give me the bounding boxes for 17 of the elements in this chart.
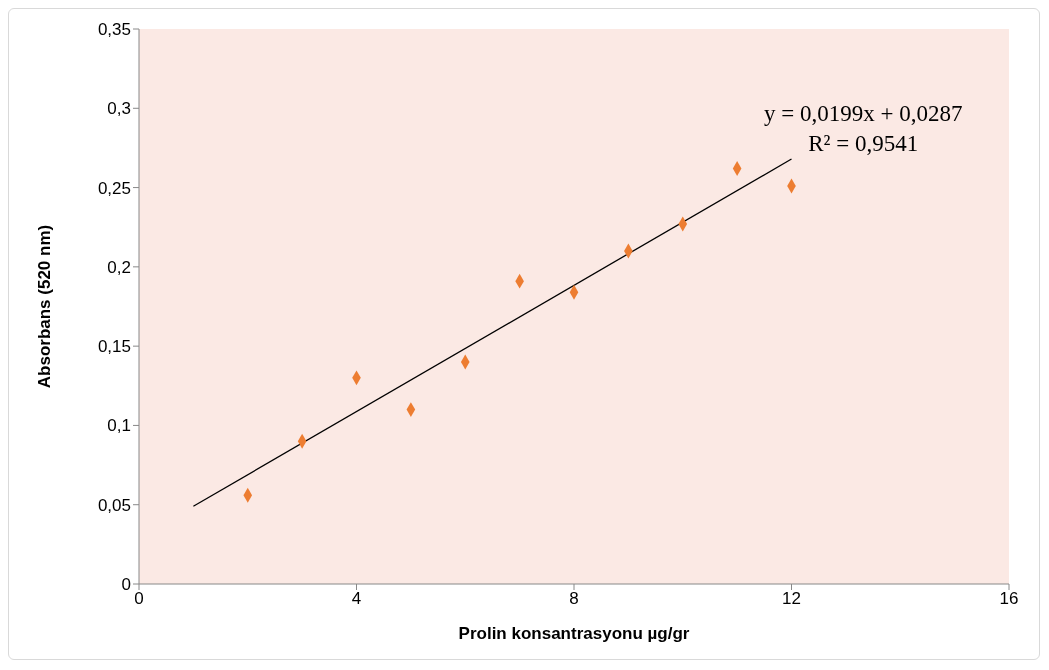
- x-tick-label: 8: [569, 589, 579, 609]
- x-tick-label: 4: [351, 589, 362, 609]
- annotation: y = 0,0199x + 0,0287: [764, 100, 963, 128]
- x-tick-label: 0: [134, 589, 144, 609]
- annotation: R² = 0,9541: [807, 130, 920, 158]
- y-tick-label: 0,25: [97, 178, 131, 198]
- y-tick-label: 0,1: [107, 416, 131, 436]
- y-tick-label: 0,15: [97, 337, 131, 357]
- y-tick-label: 0: [121, 575, 131, 595]
- x-tick-label: 16: [999, 589, 1019, 609]
- y-tick-label: 0,35: [97, 20, 131, 40]
- y-tick-label: 0,2: [107, 257, 131, 277]
- y-tick-label: 0,3: [107, 99, 131, 119]
- x-axis-title: Prolin konsantrasyonu µg/gr: [458, 624, 690, 643]
- y-axis-title: Absorbans (520 nm): [35, 224, 55, 389]
- y-tick-label: 0,05: [97, 495, 131, 515]
- x-tick-label: 12: [782, 589, 801, 609]
